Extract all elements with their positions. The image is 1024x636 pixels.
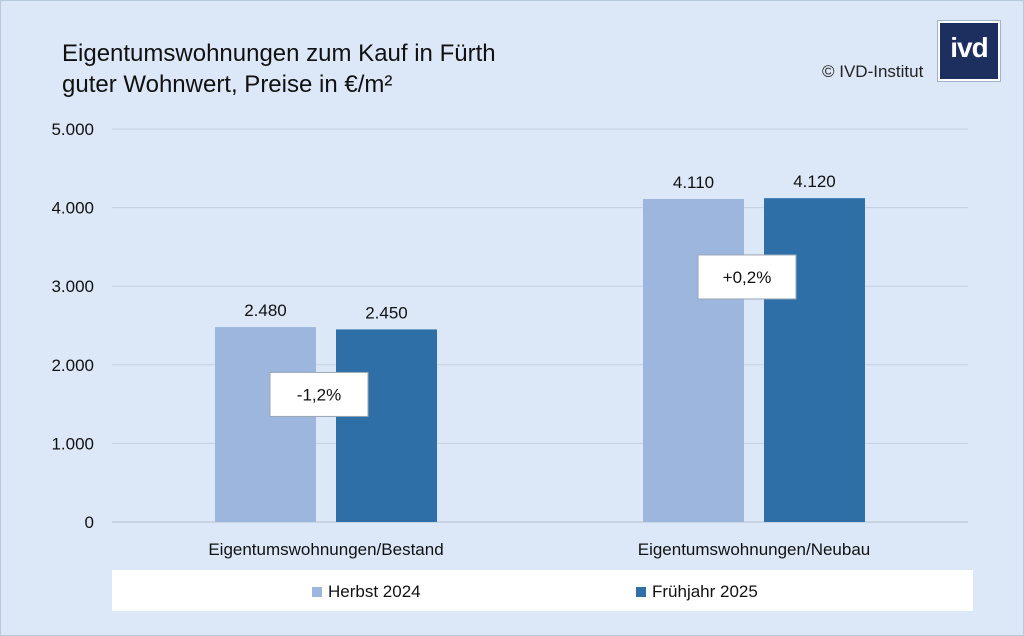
y-tick-label: 0 (85, 513, 94, 532)
change-label-box (697, 254, 797, 300)
legend: Herbst 2024 Frühjahr 2025 (112, 570, 973, 611)
bar-value-label: 2.450 (365, 303, 408, 322)
bar (764, 198, 865, 522)
logo-text: ivd (950, 32, 988, 63)
title-line-2: guter Wohnwert, Preise in €/m² (62, 71, 393, 98)
legend-label-fruehjahr-2025: Frühjahr 2025 (652, 582, 758, 601)
change-label: -1,2% (297, 385, 341, 404)
value-labels: 2.480 4.110 2.450 4.120 (244, 172, 836, 322)
legend-item-herbst-2024: Herbst 2024 (312, 582, 421, 602)
x-axis-labels: Eigentumswohnungen/Bestand Eigentumswohnu… (208, 540, 870, 559)
y-tick-label: 5.000 (51, 120, 94, 139)
y-axis-labels: 0 1.000 2.000 3.000 4.000 5.000 (51, 120, 94, 532)
y-tick-label: 3.000 (51, 277, 94, 296)
bar-value-label: 4.120 (793, 172, 836, 191)
change-label-box (269, 371, 369, 417)
chart-title: Eigentumswohnungen zum Kauf in Fürth gut… (62, 38, 496, 100)
legend-item-fruehjahr-2025: Frühjahr 2025 (636, 582, 758, 602)
title-line-1: Eigentumswohnungen zum Kauf in Fürth (62, 40, 496, 67)
bar-value-label: 4.110 (673, 173, 714, 192)
legend-label-herbst-2024: Herbst 2024 (328, 582, 421, 601)
bar (336, 329, 437, 522)
change-labels: -1,2% +0,2% (269, 254, 797, 417)
y-tick-label: 4.000 (51, 199, 94, 218)
x-category-label: Eigentumswohnungen/Bestand (208, 540, 443, 559)
bar (643, 198, 744, 523)
copyright-text: © IVD-Institut (822, 62, 924, 81)
y-tick-label: 1.000 (51, 434, 94, 453)
legend-swatch-fruehjahr-2025 (636, 587, 646, 597)
legend-swatch-herbst-2024 (312, 587, 322, 597)
bars (215, 198, 865, 523)
bar (215, 327, 316, 522)
change-label: +0,2% (723, 268, 772, 287)
y-tick-label: 2.000 (51, 356, 94, 375)
x-category-label: Eigentumswohnungen/Neubau (638, 540, 871, 559)
ivd-logo: ivd (938, 21, 1000, 81)
bar-value-label: 2.480 (244, 301, 287, 320)
